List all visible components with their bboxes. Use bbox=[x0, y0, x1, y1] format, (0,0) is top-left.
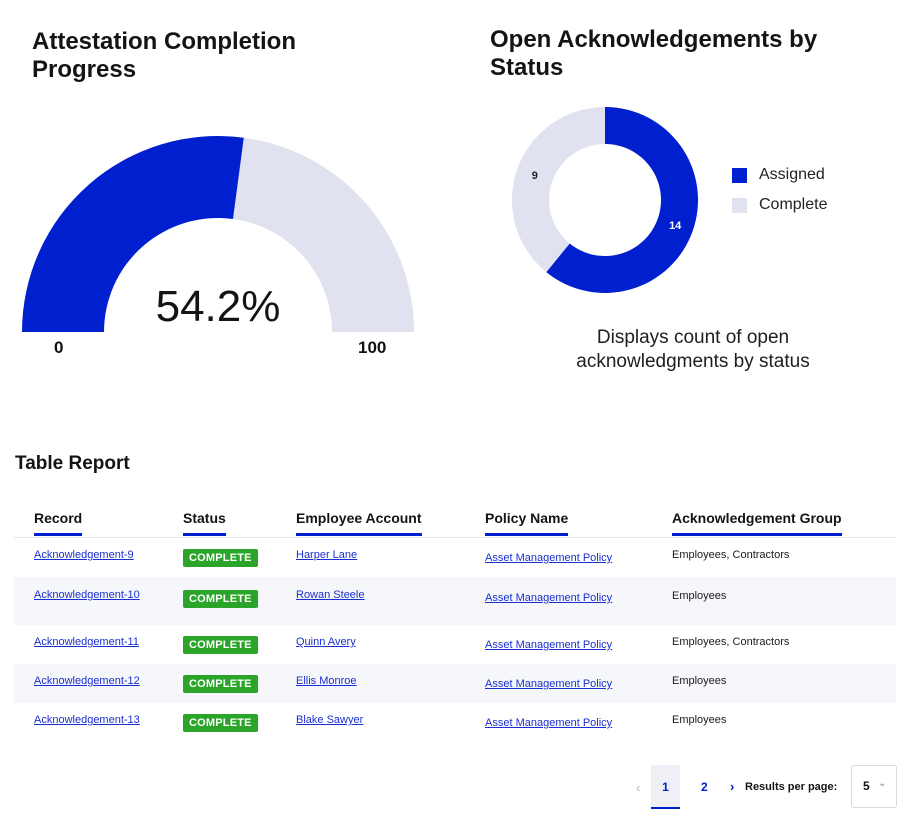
chevron-down-icon: ⌄ bbox=[878, 778, 887, 789]
group-text: Employees, Contractors bbox=[672, 636, 790, 648]
donut-caption: Displays count of open acknowledgments b… bbox=[576, 327, 810, 372]
column-underline bbox=[183, 533, 226, 536]
policy-link[interactable]: Asset Management Policy bbox=[485, 639, 613, 651]
legend-item-assigned[interactable]: Assigned bbox=[732, 166, 825, 184]
policy-link[interactable]: Asset Management Policy bbox=[485, 552, 613, 564]
legend-item-complete[interactable]: Complete bbox=[732, 196, 827, 214]
table-row: Acknowledgement-12 COMPLETE Ellis Monroe… bbox=[14, 664, 896, 703]
column-underline bbox=[485, 533, 569, 536]
column-header-status[interactable]: Status bbox=[183, 510, 226, 536]
employee-link[interactable]: Ellis Monroe bbox=[296, 675, 357, 687]
policy-link[interactable]: Asset Management Policy bbox=[485, 717, 613, 729]
record-link[interactable]: Acknowledgement-11 bbox=[34, 636, 139, 648]
column-header-record[interactable]: Record bbox=[34, 510, 83, 536]
gauge-max-label: 100 bbox=[358, 338, 387, 357]
column-header-label: Acknowledgement Group bbox=[672, 510, 842, 526]
donut-slice-assigned[interactable] bbox=[546, 107, 698, 293]
column-header-label: Employee Account bbox=[296, 510, 422, 526]
gauge-track bbox=[232, 137, 414, 332]
policy-link[interactable]: Asset Management Policy bbox=[485, 678, 613, 690]
column-underline bbox=[296, 533, 422, 536]
group-text: Employees, Contractors bbox=[672, 549, 790, 561]
page-button-2[interactable]: 2 bbox=[701, 780, 708, 794]
status-badge: COMPLETE bbox=[183, 714, 258, 732]
employee-link[interactable]: Harper Lane bbox=[296, 549, 358, 561]
record-link[interactable]: Acknowledgement-13 bbox=[34, 714, 140, 726]
legend-label-assigned: Assigned bbox=[759, 166, 825, 183]
group-text: Employees bbox=[672, 590, 727, 602]
group-text: Employees bbox=[672, 714, 727, 726]
column-header-employee-account[interactable]: Employee Account bbox=[296, 510, 422, 536]
pagination: ‹ 1 2 › Results per page: 5 ⌄ bbox=[630, 764, 897, 809]
status-badge: COMPLETE bbox=[183, 590, 258, 608]
group-text: Employees bbox=[672, 675, 727, 687]
chevron-right-icon[interactable]: › bbox=[730, 779, 735, 794]
employee-link[interactable]: Rowan Steele bbox=[296, 589, 365, 601]
results-per-page-select[interactable]: 5 ⌄ bbox=[851, 765, 897, 808]
donut-data-label-assigned: 14 bbox=[669, 220, 682, 232]
policy-link[interactable]: Asset Management Policy bbox=[485, 592, 613, 604]
column-underline bbox=[672, 533, 842, 536]
results-per-page-label: Results per page: bbox=[745, 781, 838, 793]
report-table: Record Status Employee Account Policy Na… bbox=[14, 505, 896, 742]
legend-label-complete: Complete bbox=[759, 196, 828, 213]
record-link[interactable]: Acknowledgement-12 bbox=[34, 675, 140, 687]
employee-link[interactable]: Blake Sawyer bbox=[296, 714, 364, 726]
status-badge: COMPLETE bbox=[183, 636, 258, 654]
table-row: Acknowledgement-10 COMPLETE Rowan Steele… bbox=[14, 577, 896, 625]
column-underline bbox=[34, 533, 83, 536]
results-per-page-value: 5 bbox=[863, 779, 870, 793]
column-header-label: Status bbox=[183, 510, 226, 526]
table-row: Acknowledgement-9 COMPLETE Harper Lane A… bbox=[14, 538, 896, 577]
donut-slice-complete[interactable] bbox=[512, 107, 605, 273]
table-row: Acknowledgement-11 COMPLETE Quinn Avery … bbox=[14, 625, 896, 664]
column-header-label: Record bbox=[34, 510, 83, 526]
column-header-policy-name[interactable]: Policy Name bbox=[485, 510, 569, 536]
gauge-value: 54.2% bbox=[155, 282, 281, 331]
table-title: Table Report bbox=[15, 453, 130, 474]
gauge-fill bbox=[22, 136, 244, 332]
chevron-left-icon[interactable]: ‹ bbox=[636, 780, 641, 795]
page-button-1[interactable]: 1 bbox=[651, 765, 680, 809]
table-header: Record Status Employee Account Policy Na… bbox=[14, 505, 896, 538]
status-badge: COMPLETE bbox=[183, 549, 258, 567]
legend-swatch-assigned bbox=[732, 167, 747, 183]
donut-chart: 14 9 bbox=[512, 107, 698, 293]
gauge-title: Attestation Completion Progress bbox=[32, 28, 296, 83]
column-header-acknowledgement-group[interactable]: Acknowledgement Group bbox=[672, 510, 842, 536]
record-link[interactable]: Acknowledgement-9 bbox=[34, 549, 134, 561]
status-badge: COMPLETE bbox=[183, 675, 258, 693]
donut-title: Open Acknowledgements by Status bbox=[490, 26, 818, 81]
gauge-chart bbox=[22, 136, 414, 332]
donut-data-label-complete: 9 bbox=[532, 170, 538, 182]
record-link[interactable]: Acknowledgement-10 bbox=[34, 589, 140, 601]
column-header-label: Policy Name bbox=[485, 510, 569, 526]
gauge-min-label: 0 bbox=[54, 338, 64, 357]
table-row: Acknowledgement-13 COMPLETE Blake Sawyer… bbox=[14, 703, 896, 742]
legend-swatch-complete bbox=[732, 197, 747, 213]
employee-link[interactable]: Quinn Avery bbox=[296, 636, 356, 648]
